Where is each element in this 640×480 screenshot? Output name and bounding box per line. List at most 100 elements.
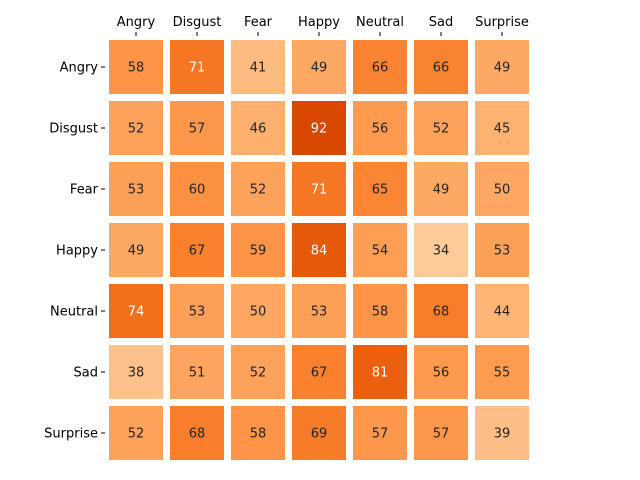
cell-value-label-neutral-surprise: 44 bbox=[494, 305, 511, 320]
cell-value-label-angry-neutral: 66 bbox=[372, 61, 389, 76]
cell-value-label-disgust-fear: 46 bbox=[250, 122, 267, 137]
heatmap-cell-fear-surprise bbox=[475, 162, 529, 216]
cell-value-label-neutral-disgust: 53 bbox=[189, 305, 206, 320]
y-axis-ticks: Angry Disgust Fear Happy Neutral Sad Surprise bbox=[44, 61, 105, 442]
cell-value-label-sad-disgust: 51 bbox=[189, 366, 206, 381]
heatmap-cell-surprise-disgust bbox=[170, 406, 224, 460]
heatmap-cell-angry-neutral bbox=[353, 40, 407, 94]
heatmap-cell-fear-disgust bbox=[170, 162, 224, 216]
heatmap-cell-sad-disgust bbox=[170, 345, 224, 399]
cell-value-label-sad-sad: 56 bbox=[433, 366, 450, 381]
heatmap-cell-fear-angry bbox=[109, 162, 163, 216]
heatmap-cell-happy-angry bbox=[109, 223, 163, 277]
cell-value-label-surprise-disgust: 68 bbox=[189, 427, 206, 442]
cell-value-label-angry-sad: 66 bbox=[433, 61, 450, 76]
x-axis-ticks: Angry Disgust Fear Happy Neutral Sad Surprise bbox=[117, 15, 529, 36]
heatmap-cell-angry-angry bbox=[109, 40, 163, 94]
cell-value-label-fear-fear: 52 bbox=[250, 183, 267, 198]
cell-value-label-angry-happy: 49 bbox=[311, 61, 328, 76]
heatmap-cell-sad-angry bbox=[109, 345, 163, 399]
heatmap-cell-angry-sad bbox=[414, 40, 468, 94]
y-tick-label-sad: Sad bbox=[74, 366, 98, 381]
heatmap-cell-surprise-sad bbox=[414, 406, 468, 460]
cell-value-label-surprise-fear: 58 bbox=[250, 427, 267, 442]
heatmap-cell-happy-happy bbox=[292, 223, 346, 277]
cell-value-label-happy-happy: 84 bbox=[311, 244, 328, 259]
x-tick-label-fear: Fear bbox=[244, 15, 273, 30]
y-tick-label-angry: Angry bbox=[60, 61, 99, 76]
cell-value-label-disgust-happy: 92 bbox=[311, 122, 328, 137]
cell-value-label-neutral-angry: 74 bbox=[128, 305, 145, 320]
cell-value-label-happy-fear: 59 bbox=[250, 244, 267, 259]
heatmap-cell-neutral-happy bbox=[292, 284, 346, 338]
cell-value-label-happy-disgust: 67 bbox=[189, 244, 206, 259]
cell-value-label-surprise-happy: 69 bbox=[311, 427, 328, 442]
heatmap-cell-disgust-fear bbox=[231, 101, 285, 155]
heatmap-cell-fear-neutral bbox=[353, 162, 407, 216]
cell-value-label-sad-angry: 38 bbox=[128, 366, 145, 381]
x-tick-label-sad: Sad bbox=[429, 15, 453, 30]
heatmap-cell-happy-sad bbox=[414, 223, 468, 277]
cell-value-label-fear-sad: 49 bbox=[433, 183, 450, 198]
cell-value-label-angry-fear: 41 bbox=[250, 61, 267, 76]
heatmap-cell-surprise-angry bbox=[109, 406, 163, 460]
heatmap-cell-sad-happy bbox=[292, 345, 346, 399]
heatmap-cell-surprise-happy bbox=[292, 406, 346, 460]
cell-value-label-neutral-fear: 50 bbox=[250, 305, 267, 320]
cell-value-label-surprise-surprise: 39 bbox=[494, 427, 511, 442]
heatmap-cell-neutral-sad bbox=[414, 284, 468, 338]
cell-value-label-disgust-sad: 52 bbox=[433, 122, 450, 137]
y-tick-label-happy: Happy bbox=[56, 244, 98, 259]
heatmap-cell-surprise-neutral bbox=[353, 406, 407, 460]
cell-value-label-fear-happy: 71 bbox=[311, 183, 328, 198]
heatmap-cell-disgust-neutral bbox=[353, 101, 407, 155]
heatmap-cell-disgust-surprise bbox=[475, 101, 529, 155]
heatmap-cells: 58 71 41 49 66 66 49 52 57 46 92 56 52 45 53 60 52 71 65 49… bbox=[109, 40, 529, 460]
heatmap-cell-fear-happy bbox=[292, 162, 346, 216]
heatmap-cell-sad-sad bbox=[414, 345, 468, 399]
heatmap-cell-disgust-angry bbox=[109, 101, 163, 155]
cell-value-label-fear-surprise: 50 bbox=[494, 183, 511, 198]
heatmap-cell-angry-happy bbox=[292, 40, 346, 94]
heatmap-cell-fear-fear bbox=[231, 162, 285, 216]
cell-value-label-angry-disgust: 71 bbox=[189, 61, 206, 76]
heatmap-cell-neutral-fear bbox=[231, 284, 285, 338]
heatmap-cell-neutral-disgust bbox=[170, 284, 224, 338]
heatmap-cell-disgust-happy bbox=[292, 101, 346, 155]
cell-value-label-happy-sad: 34 bbox=[433, 244, 450, 259]
cell-value-label-neutral-neutral: 58 bbox=[372, 305, 389, 320]
y-tick-label-fear: Fear bbox=[70, 183, 99, 198]
cell-value-label-happy-neutral: 54 bbox=[372, 244, 389, 259]
x-tick-label-surprise: Surprise bbox=[475, 15, 529, 30]
heatmap-cell-angry-fear bbox=[231, 40, 285, 94]
cell-value-label-neutral-sad: 68 bbox=[433, 305, 450, 320]
heatmap-cell-disgust-sad bbox=[414, 101, 468, 155]
heatmap-cell-angry-surprise bbox=[475, 40, 529, 94]
heatmap-cell-sad-neutral bbox=[353, 345, 407, 399]
cell-value-label-disgust-neutral: 56 bbox=[372, 122, 389, 137]
heatmap-cell-neutral-surprise bbox=[475, 284, 529, 338]
cell-value-label-sad-happy: 67 bbox=[311, 366, 328, 381]
x-tick-label-angry: Angry bbox=[117, 15, 156, 30]
cell-value-label-fear-angry: 53 bbox=[128, 183, 145, 198]
y-tick-label-neutral: Neutral bbox=[50, 305, 98, 320]
heatmap-cell-happy-surprise bbox=[475, 223, 529, 277]
heatmap-cell-happy-neutral bbox=[353, 223, 407, 277]
cell-value-label-sad-neutral: 81 bbox=[372, 366, 389, 381]
cell-value-label-sad-fear: 52 bbox=[250, 366, 267, 381]
cell-value-label-surprise-neutral: 57 bbox=[372, 427, 389, 442]
heatmap-cell-surprise-surprise bbox=[475, 406, 529, 460]
heatmap-cell-angry-disgust bbox=[170, 40, 224, 94]
cell-value-label-happy-surprise: 53 bbox=[494, 244, 511, 259]
heatmap-cell-neutral-angry bbox=[109, 284, 163, 338]
cell-value-label-sad-surprise: 55 bbox=[494, 366, 511, 381]
y-tick-label-disgust: Disgust bbox=[49, 122, 98, 137]
cell-value-label-surprise-angry: 52 bbox=[128, 427, 145, 442]
cell-value-label-neutral-happy: 53 bbox=[311, 305, 328, 320]
cell-value-label-fear-disgust: 60 bbox=[189, 183, 206, 198]
heatmap-cell-fear-sad bbox=[414, 162, 468, 216]
heatmap-cell-happy-fear bbox=[231, 223, 285, 277]
cell-value-label-fear-neutral: 65 bbox=[372, 183, 389, 198]
x-tick-label-disgust: Disgust bbox=[173, 15, 222, 30]
